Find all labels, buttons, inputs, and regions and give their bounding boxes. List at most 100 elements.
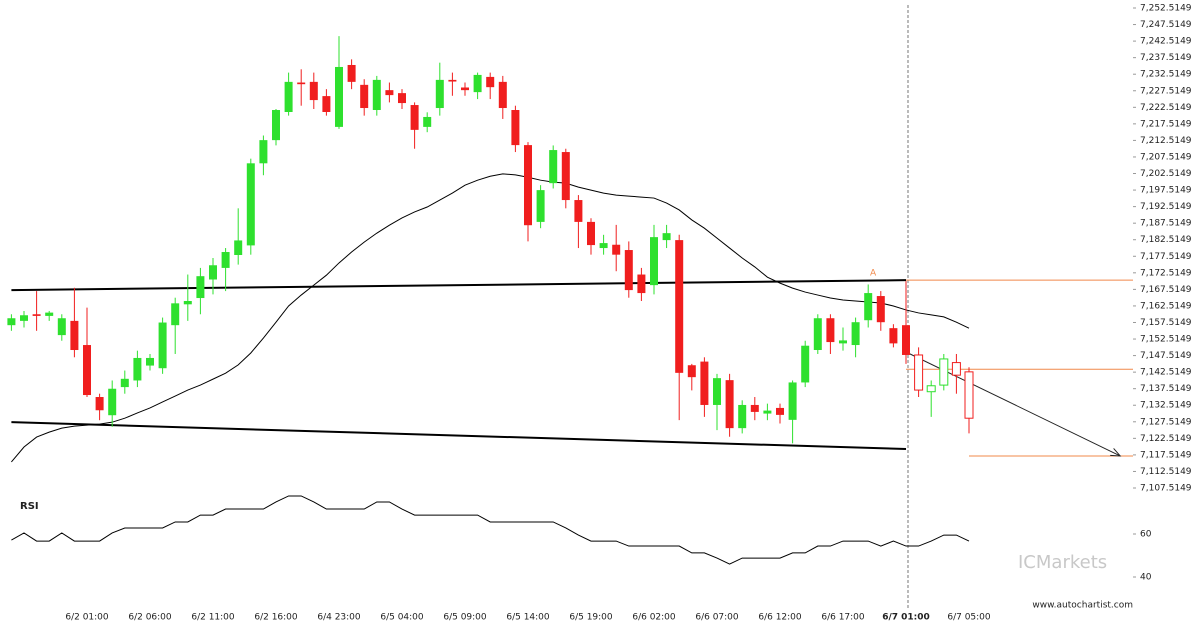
y-tick-label: 7,137.5149 <box>1140 384 1192 394</box>
candle-body <box>7 318 16 326</box>
candle-body <box>284 81 293 112</box>
candle-body <box>486 76 495 88</box>
candle-body <box>32 314 41 316</box>
candle-body <box>813 318 822 351</box>
candle-body <box>536 190 545 222</box>
x-tick-label: 6/2 16:00 <box>254 613 298 623</box>
candle-body <box>83 345 91 396</box>
candle-body <box>851 322 860 346</box>
candle-body <box>398 93 406 104</box>
candle-body <box>662 233 671 241</box>
candle-body <box>435 79 444 109</box>
y-tick-label: 7,122.5149 <box>1140 434 1192 444</box>
candle-body <box>335 66 343 127</box>
y-tick-label: 7,222.5149 <box>1140 103 1192 113</box>
candle-body <box>347 64 356 82</box>
candle-body <box>902 325 910 355</box>
candle-body <box>196 276 205 299</box>
y-tick-label: 7,202.5149 <box>1140 169 1192 179</box>
y-tick-label: 7,127.5149 <box>1140 417 1192 427</box>
y-tick-label: 7,237.5149 <box>1140 53 1192 63</box>
candle-body <box>448 79 457 82</box>
candle-body <box>183 301 192 305</box>
candle-body <box>146 357 154 366</box>
candle-body <box>939 358 949 386</box>
y-tick-label: 7,167.5149 <box>1140 285 1192 295</box>
candle-body <box>587 221 595 246</box>
candle-body <box>926 385 936 393</box>
y-tick-label: 7,252.5149 <box>1140 4 1192 14</box>
y-tick-label: 7,242.5149 <box>1140 37 1192 47</box>
candle-body <box>158 322 167 369</box>
candle-body <box>776 407 784 415</box>
candle-body <box>70 320 79 351</box>
y-tick-label: 7,172.5149 <box>1140 268 1192 278</box>
y-tick-label: 7,192.5149 <box>1140 202 1192 212</box>
x-tick-label: 6/5 19:00 <box>569 613 613 623</box>
y-tick-label: 7,147.5149 <box>1140 351 1192 361</box>
candle-body <box>561 152 570 201</box>
y-tick-label: 7,182.5149 <box>1140 235 1192 245</box>
y-tick-label: 7,117.5149 <box>1140 450 1192 460</box>
y-tick-label: 7,232.5149 <box>1140 70 1192 80</box>
y-tick-label: 7,187.5149 <box>1140 219 1192 229</box>
candle-body <box>687 365 696 378</box>
candle-body <box>574 200 583 222</box>
candle-body <box>322 96 331 112</box>
candle-body <box>650 237 658 286</box>
y-tick-label: 7,177.5149 <box>1140 252 1192 262</box>
candle-body <box>637 274 646 294</box>
rsi-line <box>11 495 970 565</box>
candle-body <box>133 357 142 381</box>
y-tick-label: 7,132.5149 <box>1140 401 1192 411</box>
candle-body <box>297 82 306 85</box>
y-tick-label: 7,107.5149 <box>1140 484 1192 494</box>
candle-body <box>964 371 974 419</box>
candle-body <box>763 410 772 414</box>
moving-average <box>11 173 970 463</box>
candle-body <box>599 243 608 249</box>
y-tick-label: 7,207.5149 <box>1140 152 1192 162</box>
candle-body <box>120 378 129 388</box>
y-tick-label: 7,227.5149 <box>1140 86 1192 96</box>
candle-body <box>234 240 243 256</box>
candle-body <box>864 293 873 321</box>
candle-body <box>108 388 117 416</box>
candle-body <box>95 397 104 411</box>
candle-body <box>221 252 230 268</box>
x-tick-label: 6/6 17:00 <box>821 613 865 623</box>
candle-body <box>372 79 381 111</box>
candle-body <box>360 84 369 109</box>
candle-body <box>801 345 810 383</box>
x-tick-label: 6/5 09:00 <box>443 613 487 623</box>
candle-body <box>57 318 66 336</box>
candle-body <box>511 110 520 146</box>
candle-body <box>713 378 721 405</box>
pattern-line <box>11 279 907 292</box>
candle-body <box>788 382 797 420</box>
candle-body <box>246 163 255 246</box>
x-tick-label: 6/7 01:00 <box>882 613 930 623</box>
y-tick-label: 7,162.5149 <box>1140 301 1192 311</box>
x-tick-label: 6/2 01:00 <box>65 613 109 623</box>
candle-body <box>385 90 394 96</box>
candle-body <box>461 87 469 91</box>
source: www.autochartist.com <box>1032 601 1133 611</box>
x-tick-label: 6/5 14:00 <box>506 613 550 623</box>
rsi-title: RSI <box>20 501 39 512</box>
candle-body <box>272 110 280 141</box>
candle-body <box>473 74 482 93</box>
candle-body <box>725 380 734 429</box>
y-tick-label: 7,197.5149 <box>1140 186 1192 196</box>
x-tick-label: 6/6 12:00 <box>758 613 802 623</box>
candle-body <box>410 105 419 130</box>
candle-body <box>612 244 621 255</box>
x-tick-label: 6/2 06:00 <box>128 613 172 623</box>
candle-body <box>20 315 28 321</box>
x-tick-label: 6/7 05:00 <box>947 613 991 623</box>
y-tick-label: 7,142.5149 <box>1140 368 1192 378</box>
y-tick-label: 7,112.5149 <box>1140 467 1192 477</box>
rsi-tick-label: 40 <box>1140 573 1152 583</box>
